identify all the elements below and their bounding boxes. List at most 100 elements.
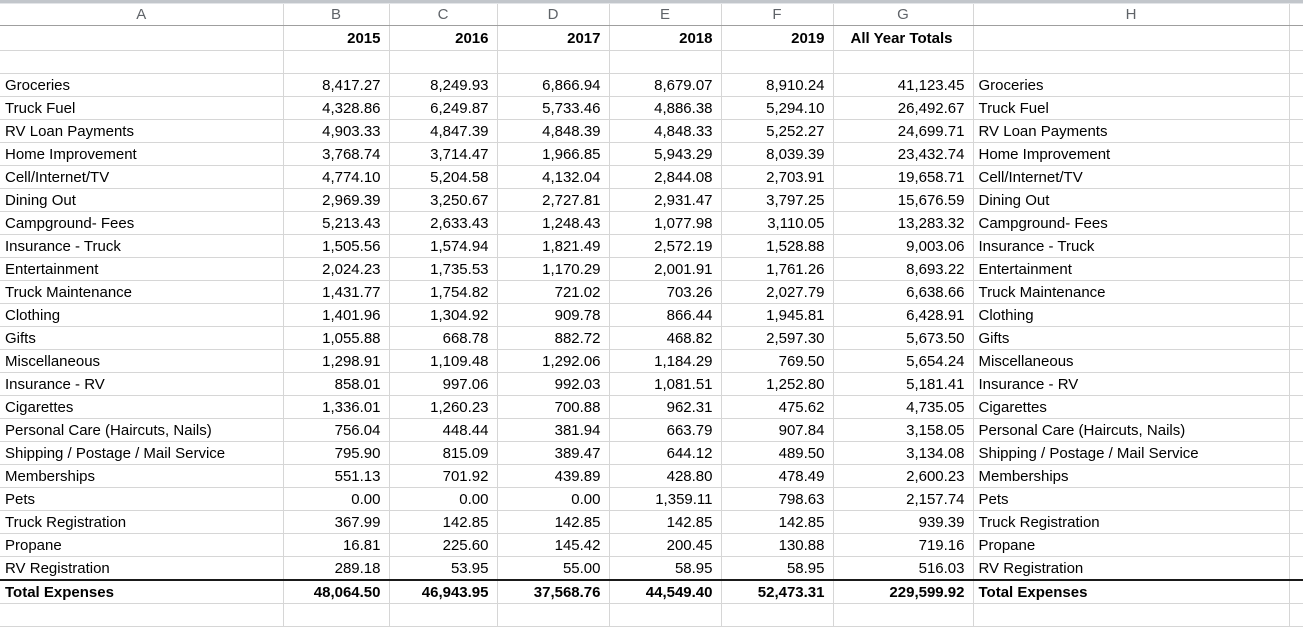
total-year-value[interactable]: 48,064.50 (282, 579, 390, 604)
cell-blank[interactable] (832, 603, 974, 627)
cell-year-value[interactable]: 1,359.11 (608, 487, 722, 511)
cell-year-value[interactable]: 8,679.07 (608, 73, 722, 97)
year-header-2019[interactable]: 2019 (720, 25, 834, 51)
column-header-A[interactable]: A (0, 4, 284, 26)
cell-blank[interactable] (388, 50, 498, 74)
total-year-value[interactable]: 44,549.40 (608, 579, 722, 604)
cell-blank[interactable] (972, 50, 1290, 74)
cell-year-value[interactable]: 2,969.39 (282, 188, 390, 212)
column-header-B[interactable]: B (282, 4, 390, 26)
cell-blank[interactable] (1288, 533, 1303, 557)
cell-category[interactable]: Truck Maintenance (0, 280, 284, 304)
cell-category[interactable]: Dining Out (0, 188, 284, 212)
cell-year-value[interactable]: 130.88 (720, 533, 834, 557)
cell-category[interactable]: Entertainment (0, 257, 284, 281)
cell-year-value[interactable]: 0.00 (388, 487, 498, 511)
cell-year-value[interactable]: 1,945.81 (720, 303, 834, 327)
column-header-F[interactable]: F (720, 4, 834, 26)
cell-category-right[interactable]: Cigarettes (972, 395, 1290, 419)
cell-all-year-total[interactable]: 3,134.08 (832, 441, 974, 465)
cell-year-value[interactable]: 2,844.08 (608, 165, 722, 189)
cell-year-value[interactable]: 1,966.85 (496, 142, 610, 166)
cell-blank[interactable] (1288, 303, 1303, 327)
cell-year-value[interactable]: 1,252.80 (720, 372, 834, 396)
cell-category[interactable]: Truck Fuel (0, 96, 284, 120)
cell-all-year-total[interactable]: 23,432.74 (832, 142, 974, 166)
cell-year-value[interactable]: 439.89 (496, 464, 610, 488)
cell-year-value[interactable]: 4,847.39 (388, 119, 498, 143)
cell-all-year-total[interactable]: 41,123.45 (832, 73, 974, 97)
cell-year-value[interactable]: 8,910.24 (720, 73, 834, 97)
cell-blank[interactable] (1288, 188, 1303, 212)
cell-year-value[interactable]: 448.44 (388, 418, 498, 442)
cell-blank[interactable] (1288, 556, 1303, 581)
cell-year-value[interactable]: 1,505.56 (282, 234, 390, 258)
cell-year-value[interactable]: 142.85 (608, 510, 722, 534)
cell-year-value[interactable]: 5,252.27 (720, 119, 834, 143)
cell-year-value[interactable]: 1,574.94 (388, 234, 498, 258)
total-year-value[interactable]: 37,568.76 (496, 579, 610, 604)
cell-category-right[interactable]: Insurance - Truck (972, 234, 1290, 258)
cell-year-value[interactable]: 1,401.96 (282, 303, 390, 327)
cell-category-right[interactable]: Memberships (972, 464, 1290, 488)
cell-blank[interactable] (1288, 510, 1303, 534)
cell-year-value[interactable]: 16.81 (282, 533, 390, 557)
cell-year-value[interactable]: 289.18 (282, 556, 390, 581)
cell-year-value[interactable]: 3,768.74 (282, 142, 390, 166)
cell-year-value[interactable]: 1,055.88 (282, 326, 390, 350)
cell-blank[interactable] (720, 50, 834, 74)
cell-year-value[interactable]: 858.01 (282, 372, 390, 396)
cell-year-value[interactable]: 1,754.82 (388, 280, 498, 304)
cell-blank[interactable] (1288, 142, 1303, 166)
cell-year-value[interactable]: 428.80 (608, 464, 722, 488)
cell-year-value[interactable]: 721.02 (496, 280, 610, 304)
cell-all-year-total[interactable]: 516.03 (832, 556, 974, 581)
cell-year-value[interactable]: 0.00 (282, 487, 390, 511)
cell-all-year-total[interactable]: 13,283.32 (832, 211, 974, 235)
cell-year-value[interactable]: 1,821.49 (496, 234, 610, 258)
cell-all-year-total[interactable]: 5,654.24 (832, 349, 974, 373)
cell-year-value[interactable]: 145.42 (496, 533, 610, 557)
cell-year-value[interactable]: 866.44 (608, 303, 722, 327)
cell-year-value[interactable]: 2,572.19 (608, 234, 722, 258)
year-header-2016[interactable]: 2016 (388, 25, 498, 51)
cell-year-value[interactable]: 701.92 (388, 464, 498, 488)
cell-year-value[interactable]: 5,213.43 (282, 211, 390, 235)
cell-blank[interactable] (1288, 25, 1303, 51)
cell-category-right[interactable]: Truck Fuel (972, 96, 1290, 120)
cell-blank[interactable] (1288, 96, 1303, 120)
cell-blank[interactable] (1288, 280, 1303, 304)
cell-category-right[interactable]: Miscellaneous (972, 349, 1290, 373)
cell-year-value[interactable]: 1,336.01 (282, 395, 390, 419)
cell-year-value[interactable]: 5,204.58 (388, 165, 498, 189)
cell-blank[interactable] (1288, 119, 1303, 143)
cell-category-right[interactable]: Truck Registration (972, 510, 1290, 534)
cell-category[interactable]: Home Improvement (0, 142, 284, 166)
cell-blank[interactable] (608, 603, 722, 627)
cell-year-value[interactable]: 58.95 (608, 556, 722, 581)
cell-blank[interactable] (1288, 326, 1303, 350)
cell-category-right[interactable]: RV Loan Payments (972, 119, 1290, 143)
cell-year-value[interactable]: 2,931.47 (608, 188, 722, 212)
cell-year-value[interactable]: 1,081.51 (608, 372, 722, 396)
cell-category[interactable]: Gifts (0, 326, 284, 350)
cell-blank[interactable] (972, 603, 1290, 627)
cell-year-value[interactable]: 962.31 (608, 395, 722, 419)
cell-year-value[interactable]: 8,417.27 (282, 73, 390, 97)
cell-blank[interactable] (496, 50, 610, 74)
cell-blank[interactable] (388, 603, 498, 627)
cell-blank[interactable] (1288, 50, 1303, 74)
column-header-D[interactable]: D (496, 4, 610, 26)
cell-category-right[interactable]: Clothing (972, 303, 1290, 327)
cell-all-year-total[interactable]: 6,428.91 (832, 303, 974, 327)
cell-year-value[interactable]: 1,304.92 (388, 303, 498, 327)
year-header-2018[interactable]: 2018 (608, 25, 722, 51)
cell-year-value[interactable]: 4,132.04 (496, 165, 610, 189)
cell-all-year-total[interactable]: 5,673.50 (832, 326, 974, 350)
cell-year-value[interactable]: 644.12 (608, 441, 722, 465)
cell-blank[interactable] (0, 50, 284, 74)
cell-year-value[interactable]: 3,250.67 (388, 188, 498, 212)
cell-category[interactable]: Miscellaneous (0, 349, 284, 373)
cell-year-value[interactable]: 225.60 (388, 533, 498, 557)
cell-year-value[interactable]: 815.09 (388, 441, 498, 465)
